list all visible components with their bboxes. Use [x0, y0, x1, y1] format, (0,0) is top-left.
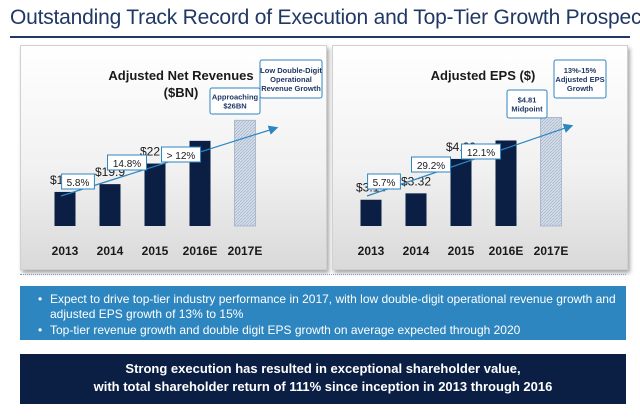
bar	[99, 184, 121, 226]
x-tick-label: 2015	[448, 244, 475, 258]
page-title: Outstanding Track Record of Execution an…	[10, 6, 640, 29]
bar	[405, 193, 427, 226]
bullet-item: Top-tier revenue growth and double digit…	[38, 323, 616, 338]
growth-rate-box	[61, 173, 95, 190]
net-revenues-chart: Adjusted Net Revenues($BN)$18.82013$19.9…	[50, 59, 323, 258]
callout-text: $4.81	[518, 96, 537, 105]
chart-title: ($BN)	[164, 85, 199, 100]
callout-text: Approaching	[212, 93, 259, 102]
x-tick-label: 2016E	[489, 244, 524, 258]
growth-rate-box	[461, 143, 501, 160]
growth-rate-label: > 12%	[167, 151, 196, 162]
shareholder-value-banner: Strong execution has resulted in excepti…	[20, 354, 626, 404]
growth-trend-arrow	[366, 123, 574, 197]
growth-rate-label: 29.2%	[417, 161, 445, 172]
bar	[495, 140, 517, 226]
bar	[54, 191, 76, 226]
callout-box	[553, 59, 607, 99]
growth-rate-label: 12.1%	[467, 148, 495, 159]
bar	[144, 163, 166, 226]
x-tick-label: 2017E	[228, 244, 263, 258]
callout-text: Operational	[270, 75, 312, 84]
bar	[360, 199, 382, 226]
bar	[540, 117, 562, 227]
outlook-bullets: Expect to drive top-tier industry perfor…	[20, 286, 626, 340]
banner-line: Strong execution has resulted in excepti…	[125, 361, 521, 376]
chart-title: Adjusted EPS ($)	[431, 68, 536, 83]
x-tick-label: 2015	[142, 244, 169, 258]
growth-rate-box	[367, 173, 401, 190]
callout-text: $26BN	[223, 102, 246, 111]
callout-text: Revenue Growth	[261, 84, 321, 93]
x-tick-label: 2016E	[183, 244, 218, 258]
callout-text: Adjusted EPS	[555, 75, 604, 84]
x-tick-label: 2014	[403, 244, 430, 258]
x-tick-label: 2013	[358, 244, 385, 258]
eps-chart: Adjusted EPS ($)$3.142013$3.322014$4.292…	[356, 59, 607, 258]
callout-box	[506, 89, 548, 119]
x-tick-label: 2014	[97, 244, 124, 258]
callout-box	[209, 87, 261, 115]
eps-chart-panel: Adjusted EPS ($)$3.142013$3.322014$4.292…	[332, 45, 628, 270]
callout-text: Low Double-Digit	[260, 66, 322, 75]
title-divider	[10, 36, 630, 38]
growth-rate-label: 5.8%	[67, 178, 90, 189]
bar	[450, 158, 472, 226]
net-revenues-chart-panel: Adjusted Net Revenues($BN)$18.82013$19.9…	[20, 45, 327, 270]
callout-text: Growth	[567, 84, 594, 93]
x-tick-label: 2013	[52, 244, 79, 258]
growth-rate-label: 5.7%	[373, 178, 396, 189]
callout-text: 13%-15%	[564, 66, 597, 75]
callout-box	[259, 59, 323, 99]
callout-text: Midpoint	[511, 105, 543, 114]
bar	[234, 119, 256, 227]
x-tick-label: 2017E	[534, 244, 569, 258]
growth-rate-label: 14.8%	[113, 159, 141, 170]
chart-title: Adjusted Net Revenues	[108, 68, 253, 83]
growth-rate-box	[411, 156, 451, 173]
banner-line: with total shareholder return of 111% si…	[93, 379, 553, 394]
bar-value-label: $3.32	[401, 174, 431, 188]
growth-rate-box	[161, 146, 201, 163]
dotted-divider	[20, 274, 626, 275]
bullet-item: Expect to drive top-tier industry perfor…	[38, 292, 616, 322]
growth-rate-box	[107, 154, 147, 171]
